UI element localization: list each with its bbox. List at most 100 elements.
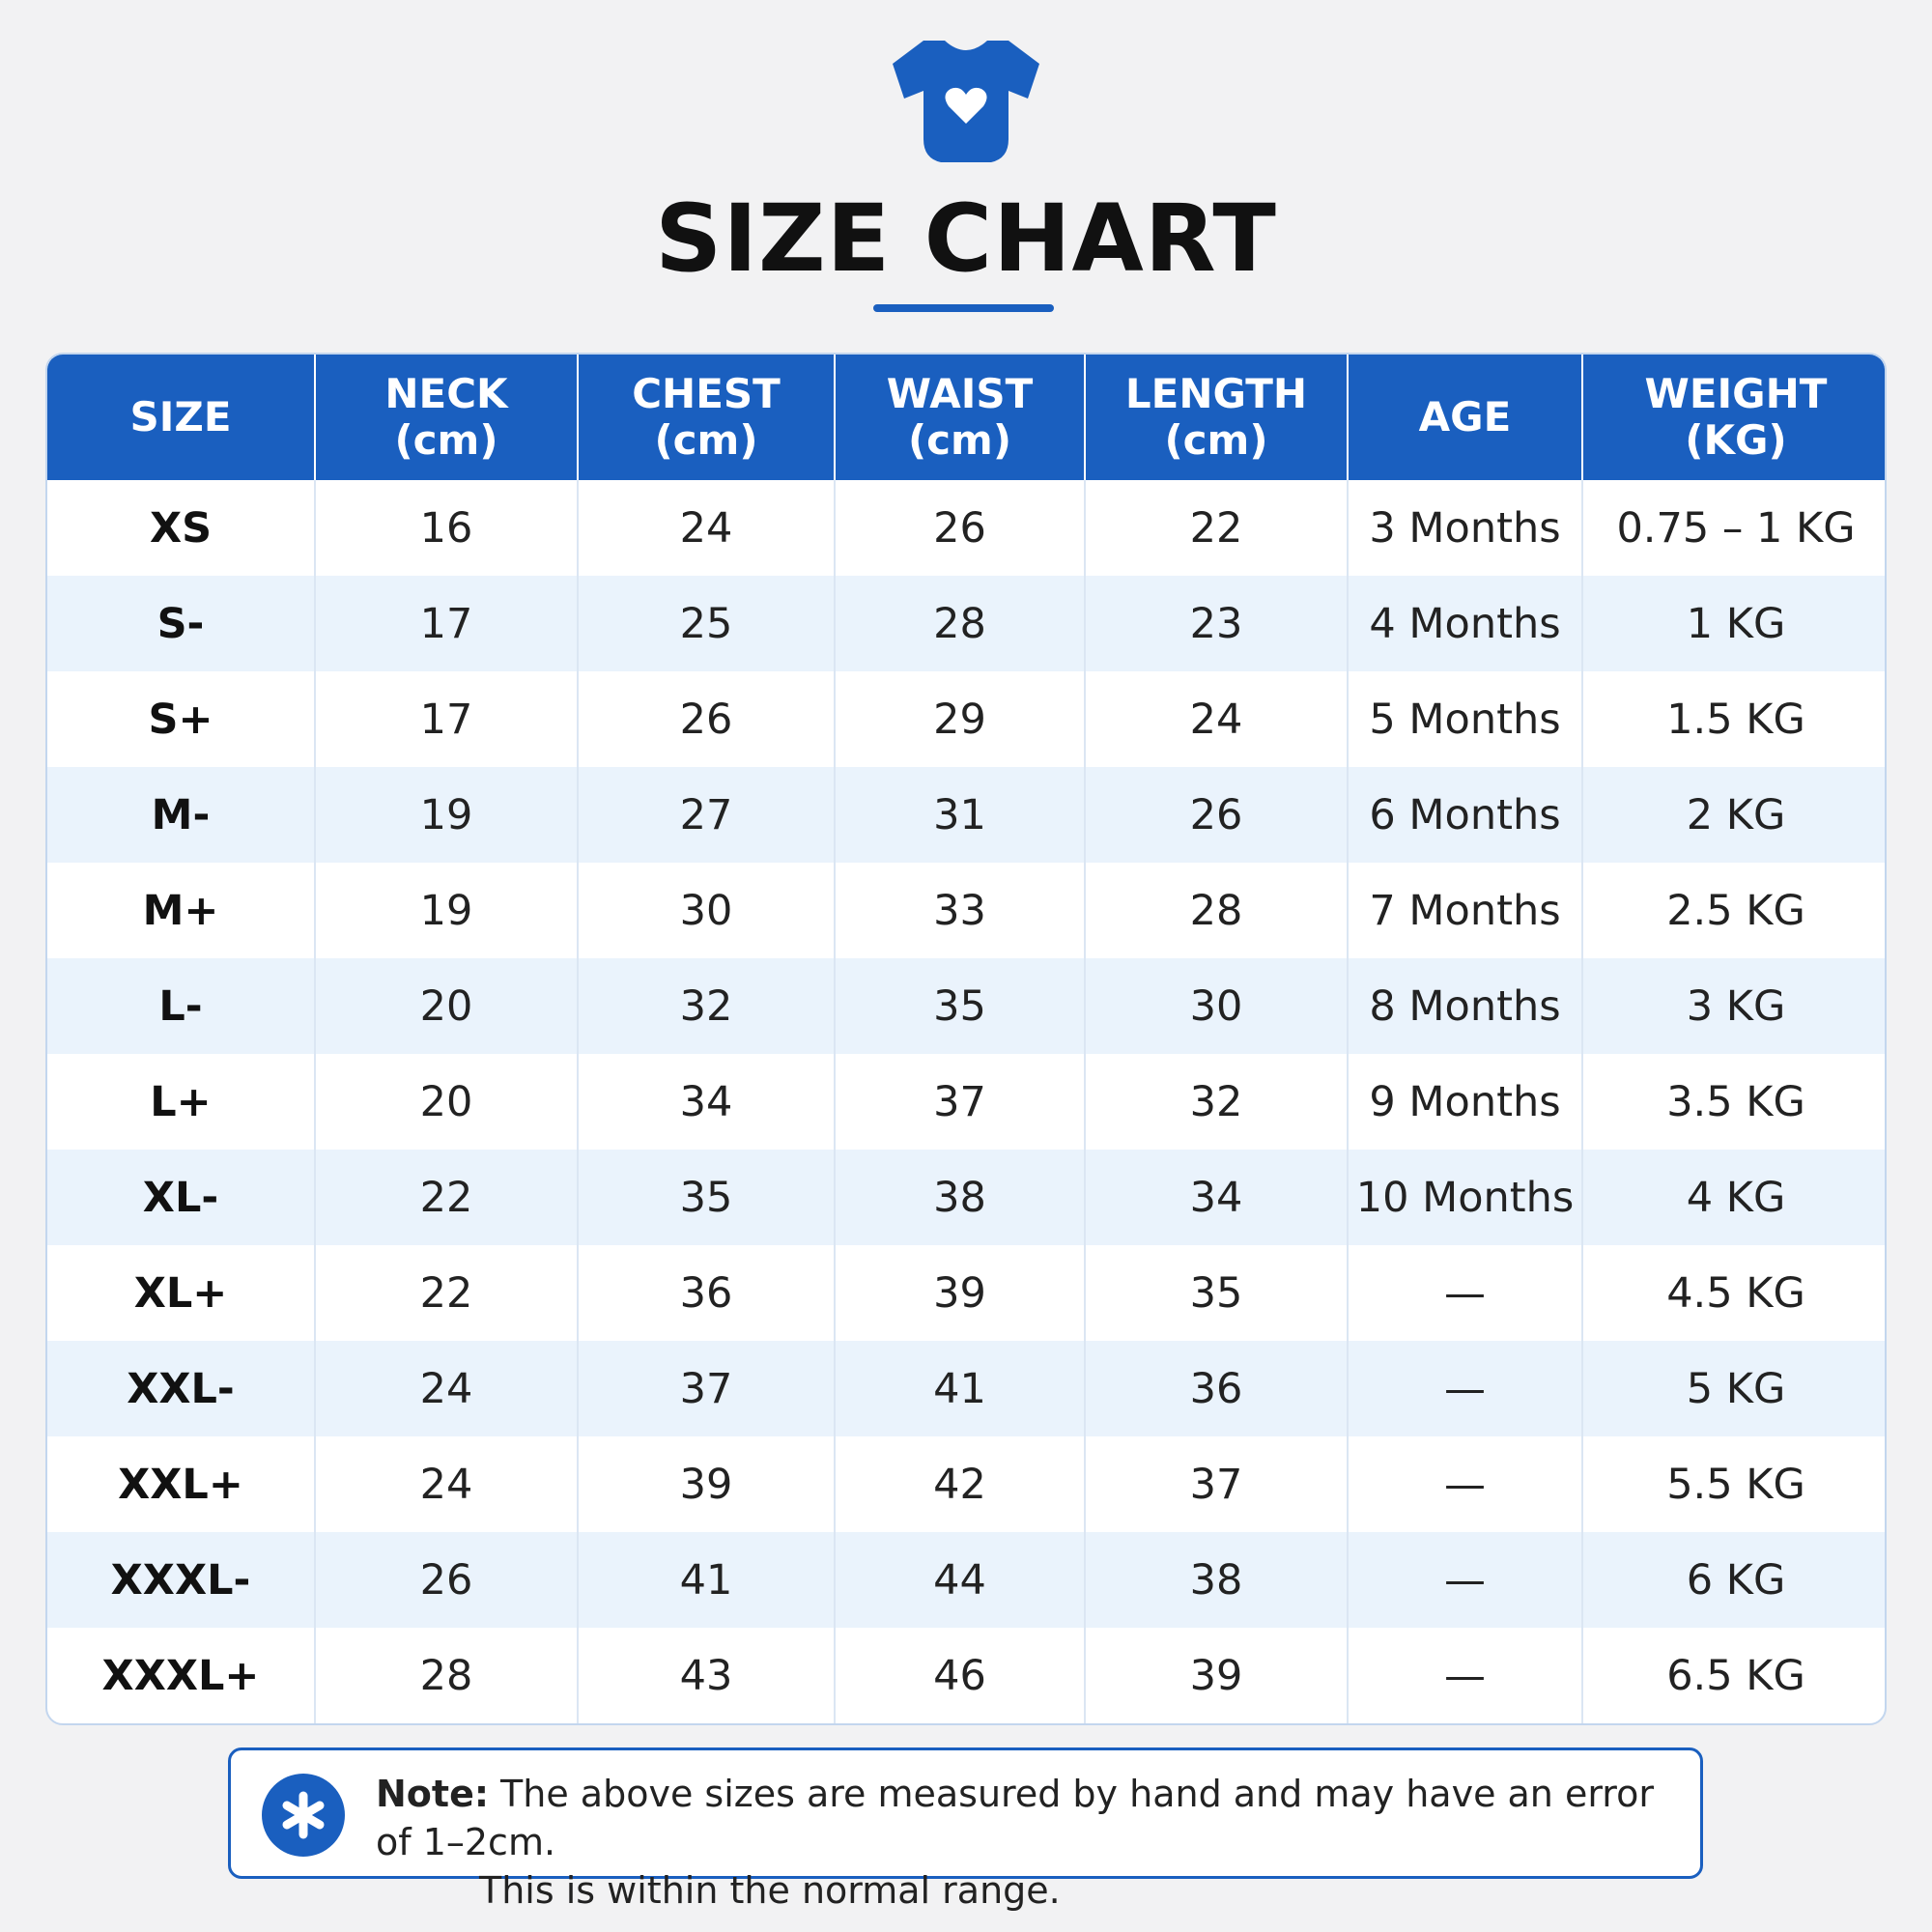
note-line: This is within the normal range. [479,1869,1061,1912]
table-cell: 28 [834,576,1085,671]
table-row: S+ 17 26 29 24 5 Months 1.5 KG [47,671,1885,767]
table-cell: 30 [1084,958,1348,1054]
table-row: XL- 22 35 38 34 10 Months 4 KG [47,1150,1885,1245]
title-underline [873,304,1054,312]
table-cell: 10 Months [1347,1150,1582,1245]
table-cell: 19 [314,767,578,863]
column-header: WEIGHT (KG) [1581,355,1885,480]
table-row: XS 16 24 26 22 3 Months 0.75 – 1 KG [47,480,1885,576]
table-cell: 2 KG [1581,767,1885,863]
table-cell: 31 [834,767,1085,863]
title: SIZE CHART [655,185,1277,293]
table-row: L+ 20 34 37 32 9 Months 3.5 KG [47,1054,1885,1150]
table-cell: 39 [1084,1628,1348,1723]
table-cell: 23 [1084,576,1348,671]
table-cell: — [1347,1341,1582,1436]
table-cell: 35 [1084,1245,1348,1341]
column-name: CHEST [632,370,781,417]
table-row: XXXL- 26 41 44 38—6 KG [47,1532,1885,1628]
table-cell: 7 Months [1347,863,1582,958]
size-table: SIZE NECK (cm) CHEST (cm) WAIST (cm) LENGTH (cm)… [45,353,1887,1725]
table-cell: — [1347,1628,1582,1723]
table-cell: 33 [834,863,1085,958]
table-row: XL+ 22 36 39 35—4.5 KG [47,1245,1885,1341]
table-cell: 46 [834,1628,1085,1723]
table-cell: 8 Months [1347,958,1582,1054]
table-cell: 3 Months [1347,480,1582,576]
table-cell: 27 [577,767,835,863]
column-unit: (KG) [1685,416,1787,464]
table-row: M+ 19 30 33 28 7 Months 2.5 KG [47,863,1885,958]
size-cell: XXL+ [118,1460,243,1509]
table: SIZE NECK (cm) CHEST (cm) WAIST (cm) LENGTH (cm)… [47,355,1885,1723]
table-cell: 41 [834,1341,1085,1436]
table-cell: — [1347,1532,1582,1628]
table-cell: 38 [1084,1532,1348,1628]
table-cell: 30 [577,863,835,958]
table-cell: 34 [577,1054,835,1150]
table-cell: 16 [314,480,578,576]
table-cell: 17 [314,671,578,767]
table-cell: 26 [314,1532,578,1628]
table-row: M- 19 27 31 26 6 Months 2 KG [47,767,1885,863]
table-cell: 22 [1084,480,1348,576]
column-header: LENGTH (cm) [1084,355,1348,480]
table-cell: 42 [834,1436,1085,1532]
table-cell: 4.5 KG [1581,1245,1885,1341]
table-cell: 26 [834,480,1085,576]
table-cell: 34 [1084,1150,1348,1245]
table-cell: 39 [834,1245,1085,1341]
table-cell: 9 Months [1347,1054,1582,1150]
column-name: WAIST [886,370,1034,417]
table-cell: 43 [577,1628,835,1723]
table-cell: 38 [834,1150,1085,1245]
table-cell: 4 KG [1581,1150,1885,1245]
column-name: WEIGHT [1644,370,1828,417]
table-cell: 24 [1084,671,1348,767]
note-label: Note: [376,1773,490,1815]
table-cell: 44 [834,1532,1085,1628]
column-name: LENGTH [1124,370,1308,417]
table-cell: 35 [577,1150,835,1245]
table-cell: 36 [1084,1341,1348,1436]
table-cell: 35 [834,958,1085,1054]
size-cell: S+ [148,695,213,744]
size-cell: XL- [47,1150,315,1245]
onesie-icon [893,41,1039,162]
table-cell: 1 KG [1581,576,1885,671]
table-cell: 36 [577,1245,835,1341]
column-name: NECK [384,370,508,417]
table-cell: 24 [314,1341,578,1436]
size-cell: XXXL+ [101,1651,260,1700]
table-cell: 41 [577,1532,835,1628]
table-cell: 20 [314,1054,578,1150]
table-cell: 2.5 KG [1581,863,1885,958]
table-cell: 26 [1084,767,1348,863]
column-unit: (cm) [1164,416,1268,464]
table-cell: 32 [577,958,835,1054]
table-cell: 37 [577,1341,835,1436]
size-cell: S- [47,576,315,671]
table-cell: 32 [1084,1054,1348,1150]
column-header: SIZE [47,355,315,480]
table-cell: 5.5 KG [1581,1436,1885,1532]
column-name: SIZE [129,393,232,440]
header-row: SIZE NECK (cm) CHEST (cm) WAIST (cm) LENGTH (cm)… [47,355,1885,480]
table-cell: 1.5 KG [1581,671,1885,767]
table-cell: — [1347,1436,1582,1532]
column-unit: (cm) [394,416,498,464]
size-cell: M+ [142,886,219,935]
size-cell: M- [47,767,315,863]
table-cell: 24 [314,1436,578,1532]
column-header: NECK (cm) [314,355,578,480]
table-cell: 0.75 – 1 KG [1581,480,1885,576]
table-cell: 5 KG [1581,1341,1885,1436]
table-cell: 28 [1084,863,1348,958]
size-cell: XS [149,503,213,553]
table-cell: 37 [1084,1436,1348,1532]
table-cell: 4 Months [1347,576,1582,671]
table-row: S- 17 25 28 23 4 Months 1 KG [47,576,1885,671]
column-header: WAIST (cm) [834,355,1085,480]
table-cell: 25 [577,576,835,671]
